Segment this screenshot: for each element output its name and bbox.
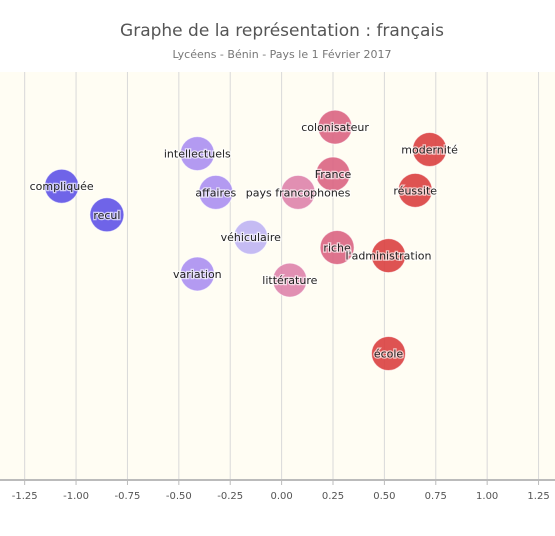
- bubble-label: pays francophones: [246, 186, 351, 199]
- x-axis-ticks: -1.25 -1.00 -0.75 -0.50 -0.25 0.00 0.25 0.50 0.7…: [12, 480, 550, 502]
- bubble[interactable]: [89, 197, 125, 233]
- bubble[interactable]: [315, 156, 351, 192]
- bubble[interactable]: [412, 132, 448, 168]
- bubble[interactable]: [44, 168, 80, 204]
- bubble[interactable]: [272, 262, 308, 298]
- bubble[interactable]: [371, 336, 406, 372]
- bubble-label: recul: [93, 209, 120, 222]
- x-tick-label: 0.00: [270, 491, 292, 502]
- x-tick-label: -0.50: [166, 491, 192, 502]
- bubble[interactable]: [319, 229, 355, 265]
- bubble[interactable]: [179, 136, 215, 172]
- x-tick-label: 0.75: [425, 491, 447, 502]
- bubble[interactable]: [179, 256, 215, 292]
- bubble-label: riche: [323, 241, 351, 254]
- bubble-label: variation: [173, 268, 222, 281]
- bubble[interactable]: [280, 174, 316, 210]
- bubbles: [44, 109, 448, 372]
- bubble-label: modernité: [401, 144, 458, 157]
- chart-subtitle: Lycéens - Bénin - Pays le 1 Février 2017: [173, 48, 392, 61]
- x-tick-label: 0.50: [373, 491, 395, 502]
- bubble-label: réussite: [393, 184, 437, 197]
- x-tick-label: 1.25: [527, 491, 549, 502]
- x-tick-label: -1.00: [63, 491, 89, 502]
- bubble[interactable]: [198, 174, 234, 210]
- x-tick-label: 1.00: [476, 491, 498, 502]
- x-tick-label: -0.25: [217, 491, 243, 502]
- x-tick-label: 0.25: [322, 491, 344, 502]
- bubble-label: intellectuels: [164, 148, 231, 161]
- bubble[interactable]: [397, 172, 433, 208]
- bubble-labels: compliquée recul intellectuels affaires vari…: [28, 120, 459, 362]
- bubble[interactable]: [233, 219, 269, 255]
- x-tick-label: -1.25: [12, 491, 38, 502]
- bubble-label: colonisateur: [301, 121, 369, 134]
- chart-title: Graphe de la représentation : français: [120, 21, 444, 41]
- bubble[interactable]: [371, 238, 406, 274]
- bubble-label: école: [374, 348, 404, 361]
- x-tick-label: -0.75: [115, 491, 141, 502]
- bubble-label: France: [315, 168, 352, 181]
- bubble-label: affaires: [195, 186, 236, 199]
- bubble-label: compliquée: [30, 180, 94, 193]
- bubble-label: véhiculaire: [221, 231, 281, 244]
- bubble[interactable]: [317, 109, 353, 145]
- bubble-label: l'administration: [346, 250, 432, 263]
- bubble-label: littérature: [262, 274, 317, 287]
